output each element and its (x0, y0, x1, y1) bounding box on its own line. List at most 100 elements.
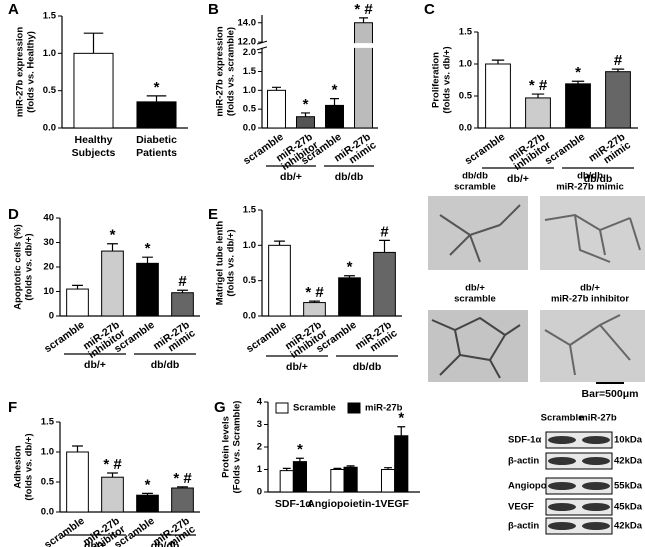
blot-protein: β-actin (508, 521, 539, 532)
error-bar (272, 86, 281, 91)
x-tick-label: Diabetic (136, 134, 177, 146)
error-bar (177, 289, 188, 293)
bar (66, 451, 89, 513)
blot-strip (545, 477, 613, 495)
significance-mark: * (398, 410, 404, 427)
x-tick-label: SDF-1α (275, 498, 312, 510)
error-bar (379, 239, 390, 253)
group-label: db/+ (280, 171, 302, 183)
significance-mark: * (110, 227, 116, 244)
bar (279, 470, 294, 493)
y-tick-label: 0 (49, 311, 54, 322)
blot-band (582, 522, 610, 530)
error-bar (384, 467, 393, 470)
y-tick-label: 1 (257, 464, 263, 475)
error-bar (83, 32, 104, 54)
tube-network (431, 316, 521, 379)
legend-swatch (275, 402, 289, 414)
blot-size: 10kDa (614, 435, 643, 446)
blot-band (548, 522, 576, 530)
blot-protein: SDF-1α (508, 435, 541, 446)
significance-mark: * # (529, 77, 548, 94)
y-tick-label: 12.0 (238, 37, 257, 48)
blot-column: miR-27b (579, 413, 617, 424)
group-label: db/+ (286, 361, 308, 373)
y-axis-label: Adhesion (13, 445, 24, 488)
y-tick-label: 2.0 (243, 47, 256, 58)
scale-label: Bar=500μm (582, 388, 639, 400)
bar (330, 469, 345, 493)
bar (136, 262, 159, 317)
significance-mark: * (575, 64, 581, 81)
panel-label: G (214, 399, 226, 416)
error-bar (333, 467, 342, 470)
error-bar (344, 275, 355, 278)
panel-label: D (8, 206, 19, 223)
error-bar (282, 467, 291, 471)
error-bar (309, 300, 320, 303)
legend-swatch (347, 402, 361, 414)
group-label: db/db (151, 359, 180, 371)
tube-network (544, 314, 631, 376)
blot-size: 45kDa (614, 502, 643, 513)
y-tick-label: 20 (43, 262, 54, 273)
bar (101, 250, 124, 317)
bar (101, 476, 124, 513)
bar (171, 487, 194, 513)
y-axis-label: (folds vs. scramble) (226, 27, 237, 116)
bar (136, 494, 159, 513)
blot-size: 42kDa (614, 456, 643, 467)
blot-band (548, 436, 576, 444)
error-bar (274, 240, 285, 246)
significance-mark: * (145, 240, 151, 257)
bar (66, 288, 89, 317)
y-axis-label: Proliferation (431, 52, 442, 108)
y-axis-label: Matrigel tube lenth (215, 221, 226, 306)
bar (394, 435, 409, 493)
error-bar (346, 465, 355, 468)
error-bar (611, 68, 625, 72)
y-tick-label: 40 (43, 213, 54, 224)
panel-label: E (208, 206, 218, 223)
y-tick-label: 2 (257, 442, 262, 453)
y-tick-label: 3 (257, 419, 262, 430)
blot-size: 42kDa (614, 521, 643, 532)
micrograph-label: db/+ (465, 283, 485, 294)
y-axis-label: miR-27b expression (15, 27, 26, 117)
y-axis-label: Protein levels (221, 416, 232, 478)
x-tick-label: scramble (42, 515, 87, 547)
significance-mark: # (614, 52, 623, 69)
significance-mark: * (332, 82, 338, 99)
y-tick-label: 0.0 (243, 311, 256, 322)
y-tick-label: 10 (43, 286, 54, 297)
western-blot: Scramble miR-27b (541, 413, 617, 424)
legend-label: Scramble (293, 403, 336, 414)
y-tick-label: 30 (43, 237, 54, 248)
error-bar (491, 59, 505, 64)
micrograph-label: db/db (577, 171, 603, 182)
panel-label: B (208, 1, 219, 18)
significance-mark: * # (173, 470, 192, 487)
bar (171, 292, 194, 317)
y-tick-label: 0.5 (43, 85, 57, 96)
micrograph-label: miR-27b mimic (556, 182, 624, 193)
error-bar (72, 284, 83, 290)
blot-strip (545, 517, 613, 535)
error-bar (397, 426, 406, 436)
bar (296, 116, 315, 129)
blot-protein: VEGF (508, 502, 534, 513)
bar (343, 466, 358, 493)
error-bar (142, 256, 153, 264)
bar (565, 83, 591, 129)
error-bar (359, 17, 368, 23)
y-tick-label: 1.0 (41, 447, 54, 458)
y-axis-label: miR-27b expression (215, 26, 226, 116)
error-bar (301, 112, 310, 117)
y-tick-label: 14.0 (238, 17, 257, 28)
blot-band (582, 457, 610, 465)
y-axis-label: (Folds vs. Scramble) (232, 401, 243, 494)
y-tick-label: 1.0 (243, 240, 256, 251)
y-axis-label: (folds vs. db/+) (442, 46, 453, 113)
significance-mark: * (347, 259, 353, 276)
